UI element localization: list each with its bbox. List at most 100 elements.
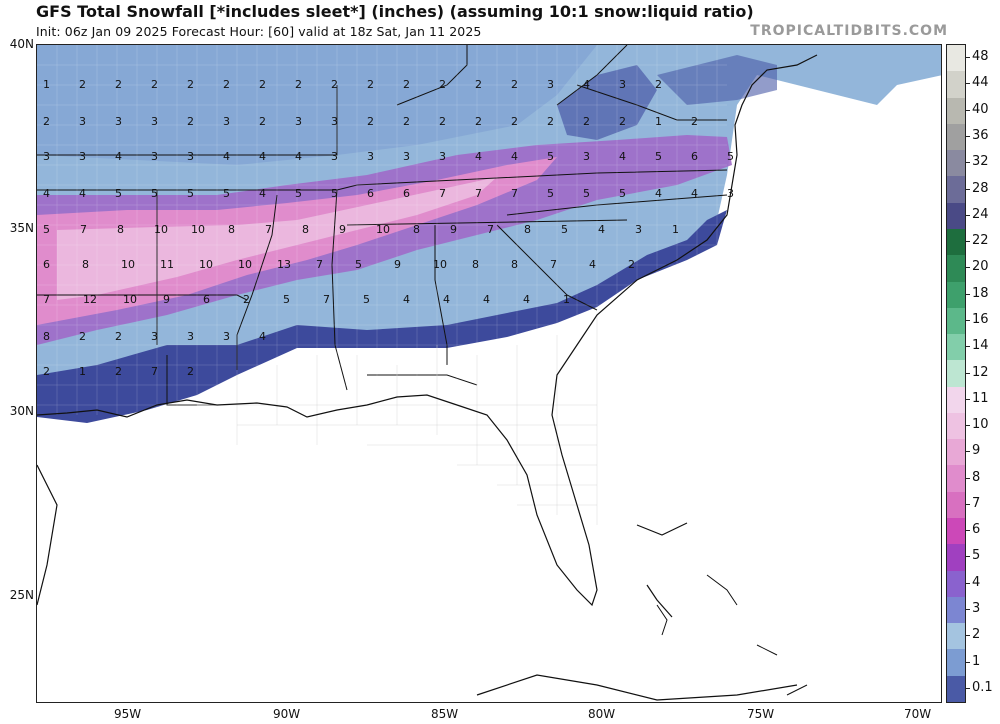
snowfall-value-label: 3	[403, 150, 410, 163]
lon-label-75w: 75W	[747, 707, 775, 721]
snowfall-value-label: 3	[727, 187, 734, 200]
colorbar-label: 8	[972, 469, 981, 485]
snowfall-value-label: 4	[79, 187, 86, 200]
colorbar-segment	[947, 176, 965, 204]
colorbar-label: 28	[972, 180, 989, 196]
snowfall-value-label: 2	[511, 115, 518, 128]
snowfall-value-label: 11	[160, 258, 174, 271]
snowfall-value-label: 2	[259, 115, 266, 128]
snowfall-value-label: 4	[475, 150, 482, 163]
colorbar-label: 20	[972, 259, 989, 275]
snowfall-value-label: 2	[619, 115, 626, 128]
colorbar-segment	[947, 570, 965, 598]
colorbar-label: 36	[972, 127, 989, 143]
snowfall-value-label: 2	[691, 115, 698, 128]
colorbar-segment	[947, 150, 965, 177]
snowfall-value-label: 2	[259, 78, 266, 91]
snowfall-value-label: 7	[323, 293, 330, 306]
snowfall-value-label: 3	[223, 115, 230, 128]
lon-label-95w: 95W	[114, 707, 142, 721]
snowfall-value-label: 10	[376, 223, 390, 236]
snowfall-value-label: 2	[43, 115, 50, 128]
snowfall-value-label: 1	[563, 293, 570, 306]
colorbar-segment	[947, 518, 965, 545]
snowfall-value-label: 5	[223, 187, 230, 200]
colorbar-tick	[966, 372, 970, 374]
colorbar-label: 7	[972, 495, 981, 511]
snowfall-value-label: 4	[295, 150, 302, 163]
snowfall-value-label: 5	[547, 187, 554, 200]
colorbar-tick	[966, 267, 970, 269]
snowfall-value-label: 3	[187, 330, 194, 343]
snowfall-value-label: 3	[367, 150, 374, 163]
snowfall-value-label: 7	[439, 187, 446, 200]
snowfall-value-label: 6	[203, 293, 210, 306]
snowfall-value-label: 2	[79, 78, 86, 91]
snowfall-value-label: 6	[367, 187, 374, 200]
snowfall-value-label: 10	[238, 258, 252, 271]
colorbar-tick	[966, 57, 970, 59]
snowfall-value-label: 10	[154, 223, 168, 236]
coastline	[37, 54, 818, 701]
snowfall-value-label: 4	[259, 187, 266, 200]
colorbar-label: 5	[972, 548, 981, 564]
snowfall-value-label: 8	[228, 223, 235, 236]
snowfall-value-label: 2	[475, 78, 482, 91]
colorbar-segment	[947, 255, 965, 282]
snowfall-value-label: 4	[259, 330, 266, 343]
snowfall-value-label: 2	[583, 115, 590, 128]
snowfall-value-label: 4	[583, 78, 590, 91]
colorbar-segment	[947, 281, 965, 309]
snowfall-value-label: 10	[191, 223, 205, 236]
snowfall-value-label: 4	[403, 293, 410, 306]
snow-patch-northeast	[657, 55, 777, 105]
snowfall-value-label: 7	[487, 223, 494, 236]
colorbar-label: 10	[972, 417, 989, 433]
snowfall-value-label: 9	[394, 258, 401, 271]
snowfall-value-label: 2	[367, 115, 374, 128]
snowfall-value-label: 2	[511, 78, 518, 91]
colorbar-label: 22	[972, 233, 989, 249]
colorbar-tick	[966, 635, 970, 637]
snowfall-value-label: 6	[691, 150, 698, 163]
snowfall-value-label: 10	[199, 258, 213, 271]
snowfall-value-label: 4	[523, 293, 530, 306]
colorbar-segment	[947, 334, 965, 361]
colorbar-segment	[947, 360, 965, 388]
snowfall-value-label: 2	[295, 78, 302, 91]
snowfall-value-label: 4	[691, 187, 698, 200]
snow-fringe-south	[37, 210, 727, 423]
snowfall-value-label: 5	[151, 187, 158, 200]
colorbar-tick	[966, 214, 970, 216]
snowfall-value-label: 3	[79, 115, 86, 128]
snowfall-value-label: 10	[121, 258, 135, 271]
snowfall-value-label: 8	[524, 223, 531, 236]
lat-label-40n: 40N	[9, 37, 34, 51]
snowfall-value-label: 4	[259, 150, 266, 163]
snowfall-value-label: 3	[79, 150, 86, 163]
colorbar-segment	[947, 491, 965, 519]
colorbar-label: 44	[972, 75, 989, 91]
snowfall-value-label: 3	[223, 330, 230, 343]
snowfall-value-label: 2	[43, 365, 50, 378]
snowfall-value-label: 10	[433, 258, 447, 271]
colorbar-tick	[966, 477, 970, 479]
colorbar-tick	[966, 503, 970, 505]
snowfall-value-label: 2	[223, 78, 230, 91]
colorbar-label: 0.1	[972, 679, 993, 695]
colorbar-segment	[947, 202, 965, 230]
colorbar-tick	[966, 319, 970, 321]
snowfall-value-label: 2	[439, 78, 446, 91]
lat-label-30n: 30N	[9, 404, 34, 418]
snowfall-colorbar	[946, 44, 966, 703]
site-credit: TROPICALTIDBITS.COM	[750, 23, 948, 39]
snowfall-value-label: 6	[43, 258, 50, 271]
islands	[656, 574, 808, 696]
snow-band-core	[57, 177, 497, 300]
snowfall-value-label: 2	[547, 115, 554, 128]
snowfall-value-label: 2	[331, 78, 338, 91]
snowfall-value-label: 2	[628, 258, 635, 271]
colorbar-label: 3	[972, 601, 981, 617]
snowfall-value-label: 1	[79, 365, 86, 378]
snowfall-value-label: 4	[589, 258, 596, 271]
